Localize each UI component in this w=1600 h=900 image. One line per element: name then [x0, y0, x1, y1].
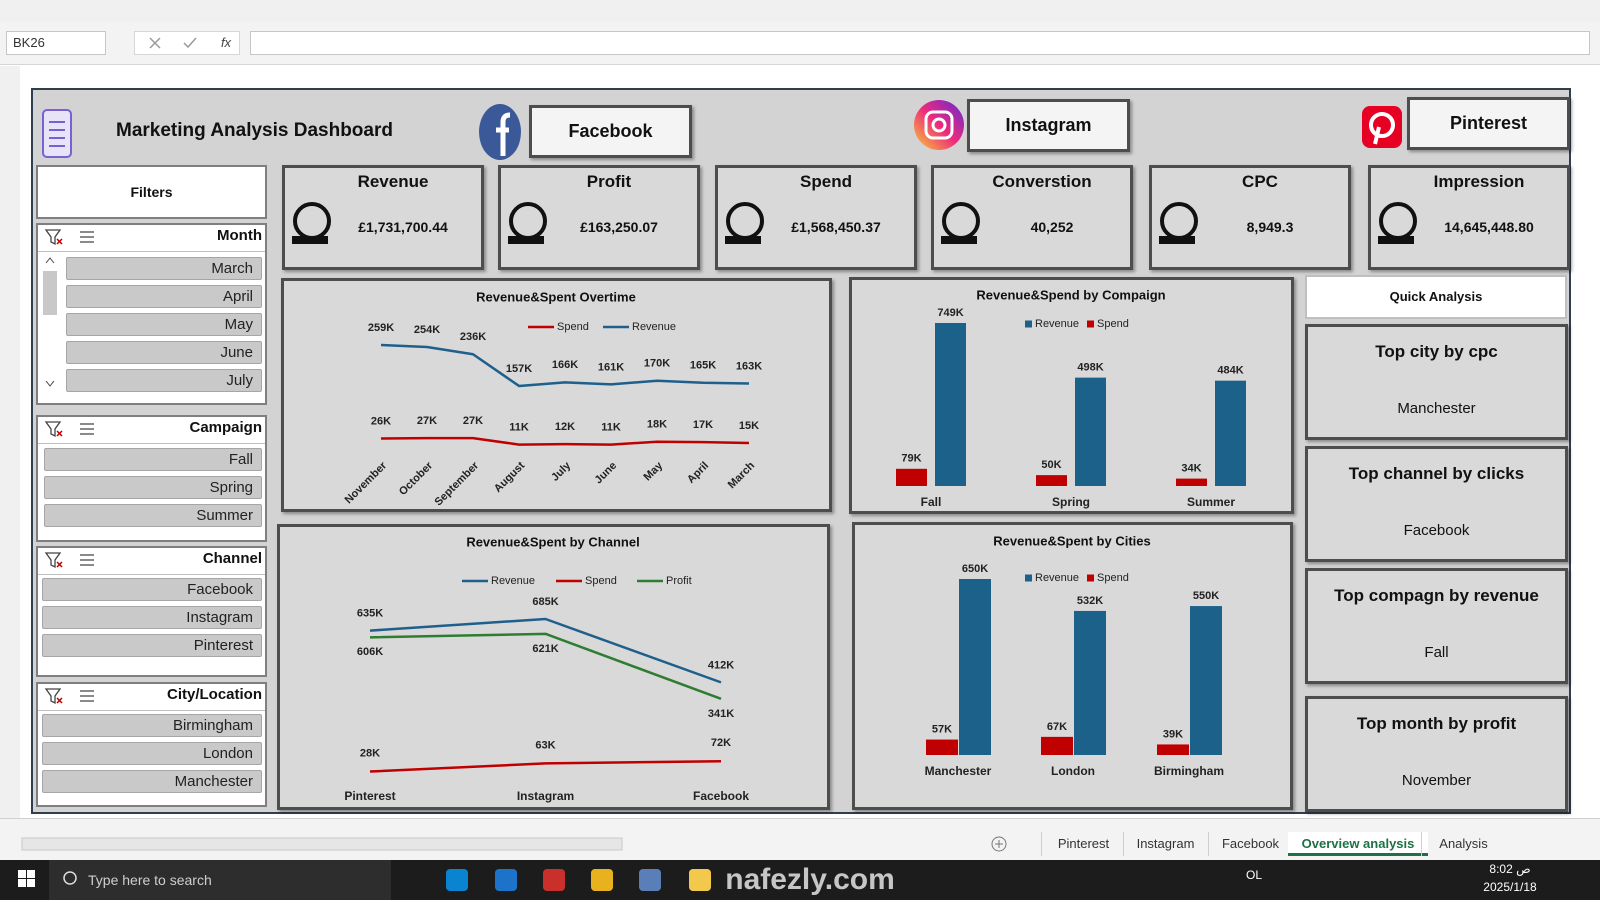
kpi-value: 40,252	[1030, 219, 1074, 235]
fx-button[interactable]: fx	[220, 35, 232, 50]
slicer-item[interactable]: Pinterest	[42, 634, 262, 657]
slicer-item[interactable]: July	[66, 369, 262, 392]
slicer-item[interactable]: Fall	[44, 448, 262, 471]
sheet-tab[interactable]: Analysis	[1421, 832, 1505, 856]
quick-analysis-title: Quick Analysis	[1305, 275, 1567, 319]
quick-card	[1305, 696, 1568, 812]
slicer-item[interactable]: London	[42, 742, 262, 765]
kpi-value: £163,250.07	[580, 219, 658, 235]
kpi-value: 8,949.3	[1246, 219, 1294, 235]
slicer-title: Campaign	[189, 419, 262, 436]
clock-date[interactable]: 2025/1/18	[1483, 880, 1537, 894]
channel-button[interactable]: Facebook	[529, 105, 692, 158]
quick-card-label: Top channel by clicks	[1348, 464, 1525, 483]
slicer-item[interactable]: April	[66, 285, 262, 308]
chart-panel	[849, 277, 1294, 514]
slicer-title: City/Location	[166, 686, 262, 703]
dashboard-title: Marketing Analysis Dashboard	[116, 120, 393, 141]
chart-panel	[277, 524, 830, 810]
kpi-label: Impression	[1433, 172, 1525, 191]
slicer-item[interactable]: Spring	[44, 476, 262, 499]
quick-card-label: Top city by cpc	[1375, 342, 1498, 361]
kpi-label: CPC	[1242, 172, 1278, 191]
quick-card-label: Top compagn by revenue	[1334, 586, 1539, 605]
quick-card	[1305, 568, 1568, 684]
quick-card-value: Manchester	[1397, 400, 1476, 417]
slicer-title: Channel	[202, 550, 262, 567]
quick-card	[1305, 446, 1568, 562]
channel-button[interactable]: Instagram	[967, 99, 1130, 152]
sheet-tab[interactable]: Facebook	[1208, 832, 1292, 856]
quick-card-label: Top month by profit	[1356, 714, 1517, 733]
chart-panel	[852, 522, 1293, 810]
slicer-item[interactable]: Summer	[44, 504, 262, 527]
slicer-item[interactable]: March	[66, 257, 262, 280]
slicer-header-rule	[38, 251, 265, 252]
chart-panel	[281, 278, 832, 512]
slicer-item[interactable]: Manchester	[42, 770, 262, 793]
quick-card-value: November	[1401, 772, 1472, 789]
input-language[interactable]: OL	[1246, 868, 1263, 882]
kpi-label: Converstion	[992, 172, 1092, 191]
channel-button[interactable]: Pinterest	[1407, 97, 1570, 150]
slicer-item[interactable]: Birmingham	[42, 714, 262, 737]
quick-card-value: Fall	[1424, 644, 1449, 661]
sheet-tab[interactable]: Overview analysis	[1288, 832, 1428, 856]
quick-card-value: Facebook	[1403, 522, 1470, 539]
sheet-tab[interactable]: Pinterest	[1041, 832, 1125, 856]
slicer-item[interactable]: Facebook	[42, 578, 262, 601]
search-box[interactable]: Type here to search	[49, 860, 391, 900]
sheet-tab[interactable]: Instagram	[1123, 832, 1207, 856]
kpi-label: Spend	[800, 172, 852, 191]
filters-title-box: Filters	[36, 165, 267, 219]
slicer-title: Month	[217, 227, 262, 244]
slicer-header-rule	[38, 710, 265, 711]
name-box[interactable]: BK26	[6, 31, 106, 55]
slicer-item[interactable]: Instagram	[42, 606, 262, 629]
formula-input[interactable]	[250, 31, 1590, 55]
clock-time[interactable]: 8:02 ص	[1489, 862, 1531, 876]
vertical-scrollbar[interactable]	[0, 66, 20, 818]
slicer-header-rule	[38, 443, 265, 444]
kpi-label: Revenue	[357, 172, 429, 191]
kpi-label: Profit	[586, 172, 632, 191]
kpi-value: £1,568,450.37	[791, 219, 881, 235]
quick-card	[1305, 324, 1568, 440]
slicer-header-rule	[38, 574, 265, 575]
slicer-item[interactable]: June	[66, 341, 262, 364]
slicer-item[interactable]: May	[66, 313, 262, 336]
kpi-value: 14,645,448.80	[1444, 219, 1534, 235]
title-bar	[0, 0, 1600, 22]
kpi-value: £1,731,700.44	[358, 219, 448, 235]
